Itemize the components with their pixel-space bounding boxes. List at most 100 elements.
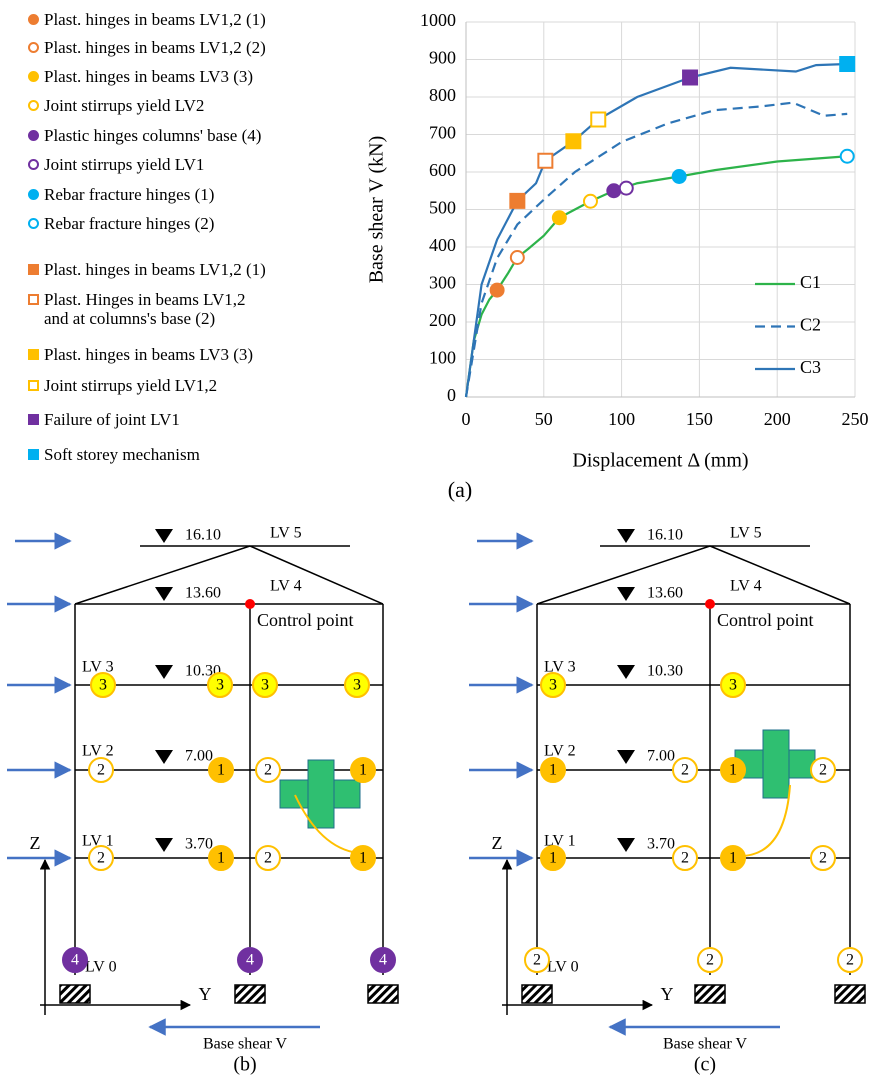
axis-z-label: Z <box>30 833 41 853</box>
legend-entry: Joint stirrups yield LV2 <box>28 96 204 115</box>
page: 0100200300400500600700800900100005010015… <box>0 0 877 1077</box>
event-marker <box>673 170 686 183</box>
hinge-label: 2 <box>533 952 541 969</box>
support <box>695 985 725 1003</box>
event-marker <box>683 71 697 85</box>
legend-entry: Plast. hinges in beams LV3 (3) <box>28 345 253 364</box>
legend-marker <box>28 159 39 170</box>
hinge-label: 2 <box>819 762 827 779</box>
hinge-label: 2 <box>681 762 689 779</box>
hinge-label: 3 <box>261 677 269 694</box>
event-marker <box>841 150 854 163</box>
hinge-label: 1 <box>549 850 557 867</box>
level-triangle <box>155 665 173 679</box>
hinge-label: 1 <box>217 762 225 779</box>
y-axis-title: Base shear V (kN) <box>366 136 388 284</box>
event-marker <box>607 184 620 197</box>
caption: (a) <box>448 477 472 502</box>
legend-label: Joint stirrups yield LV1,2 <box>44 376 217 395</box>
level-label: LV 4 <box>270 578 302 595</box>
hinge-label: 3 <box>353 677 361 694</box>
y-tick-label: 800 <box>429 85 456 105</box>
base-shear-label: Base shear V <box>203 1036 288 1053</box>
legend-entry: Plast. hinges in beams LV1,2 (1) <box>28 260 266 279</box>
level-triangle <box>617 529 635 543</box>
elevation-label: 10.30 <box>647 663 683 680</box>
x-tick-label: 200 <box>764 409 791 429</box>
level-triangle <box>617 750 635 764</box>
hinge-label: 1 <box>359 762 367 779</box>
legend-marker <box>28 349 39 360</box>
y-tick-label: 500 <box>429 198 456 218</box>
series-line <box>466 64 847 397</box>
control-point <box>705 599 715 609</box>
legend-label: C2 <box>800 315 821 335</box>
legend-label: Failure of joint LV1 <box>44 410 180 429</box>
legend-label: Rebar fracture hinges (1) <box>44 185 214 204</box>
hinge-label: 2 <box>97 762 105 779</box>
control-point-label: Control point <box>257 610 354 630</box>
legend-label: Plastic hinges columns' base (4) <box>44 126 261 145</box>
legend-entry: Joint stirrups yield LV1,2 <box>28 376 217 395</box>
legend-entry: Soft storey mechanism <box>28 445 200 464</box>
base-shear-label: Base shear V <box>663 1036 748 1053</box>
hinge-label: 3 <box>216 677 224 694</box>
legend-label: Soft storey mechanism <box>44 445 200 464</box>
level-label: LV 4 <box>730 578 762 595</box>
elevation-label: 13.60 <box>647 585 683 602</box>
event-marker <box>566 134 580 148</box>
legend-label: Plast. hinges in beams LV3 (3) <box>44 67 253 86</box>
control-point-label: Control point <box>717 610 814 630</box>
hinge-label: 2 <box>264 762 272 779</box>
legend-entry: Plastic hinges columns' base (4) <box>28 126 261 145</box>
legend-marker <box>28 414 39 425</box>
legend-marker <box>28 14 39 25</box>
legend-label: Joint stirrups yield LV2 <box>44 96 204 115</box>
hinge-label: 2 <box>97 850 105 867</box>
axis-y-label: Y <box>661 984 674 1004</box>
legend-label: Plast. hinges in beams LV1,2 (1) <box>44 260 266 279</box>
y-tick-label: 600 <box>429 160 456 180</box>
legend-entry: Rebar fracture hinges (2) <box>28 214 214 233</box>
hinge-label: 1 <box>729 762 737 779</box>
legend-label: Rebar fracture hinges (2) <box>44 214 214 233</box>
level-triangle <box>155 587 173 601</box>
x-tick-label: 150 <box>686 409 713 429</box>
hinge-label: 3 <box>729 677 737 694</box>
elevation-label: 13.60 <box>185 585 221 602</box>
event-marker <box>510 194 524 208</box>
event-marker <box>584 195 597 208</box>
legend-marker <box>28 42 39 53</box>
y-tick-label: 0 <box>447 385 456 405</box>
hinge-label: 4 <box>71 952 79 969</box>
event-marker <box>511 251 524 264</box>
support <box>60 985 90 1003</box>
legend-entry: Failure of joint LV1 <box>28 410 180 429</box>
legend-marker <box>28 294 39 305</box>
event-marker <box>491 284 504 297</box>
event-marker <box>538 154 552 168</box>
level-triangle <box>155 838 173 852</box>
caption: (b) <box>233 1054 256 1076</box>
level-triangle <box>155 529 173 543</box>
level-label: LV 0 <box>547 959 579 976</box>
legend-entry: Plast. Hinges in beams LV1,2 and at colu… <box>28 290 245 328</box>
legend-marker <box>28 218 39 229</box>
caption: (c) <box>694 1054 716 1076</box>
hinge-label: 4 <box>379 952 387 969</box>
legend-entry: Joint stirrups yield LV1 <box>28 155 204 174</box>
hinge-label: 2 <box>706 952 714 969</box>
roof <box>710 546 850 604</box>
elevation-label: 7.00 <box>647 748 675 765</box>
series-line <box>466 156 847 397</box>
elevation-label: 3.70 <box>647 836 675 853</box>
x-tick-label: 250 <box>842 409 869 429</box>
hinge-label: 2 <box>846 952 854 969</box>
hinge-label: 1 <box>217 850 225 867</box>
hinge-label: 1 <box>729 850 737 867</box>
fem-inset <box>308 760 334 828</box>
y-tick-label: 100 <box>429 348 456 368</box>
legend-label: C3 <box>800 357 821 377</box>
y-tick-label: 900 <box>429 48 456 68</box>
level-triangle <box>155 750 173 764</box>
